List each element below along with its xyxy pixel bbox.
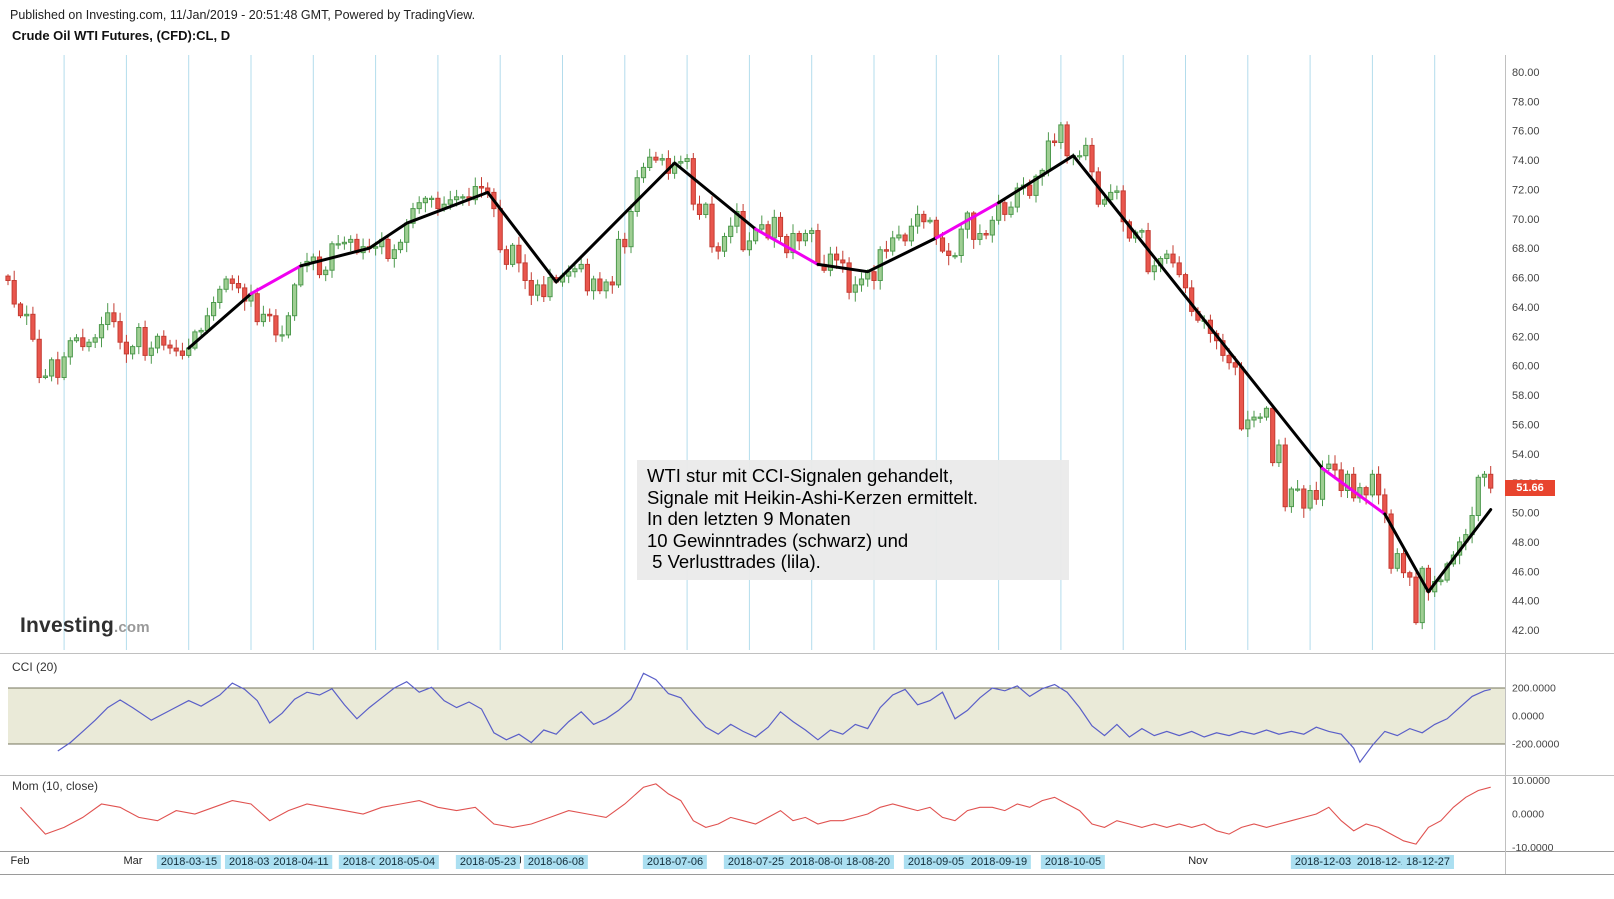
time-label-highlighted: 2018-05-04	[374, 855, 440, 869]
chart-title: Crude Oil WTI Futures, (CFD):CL, D	[12, 28, 231, 43]
svg-text:42.00: 42.00	[1512, 625, 1540, 637]
last-price-badge: 51.66	[1505, 480, 1555, 496]
svg-text:0.0000: 0.0000	[1512, 711, 1544, 723]
time-label-highlighted: 2018-09-19	[966, 855, 1032, 869]
time-label: Nov	[1188, 855, 1208, 867]
svg-text:56.00: 56.00	[1512, 419, 1540, 431]
time-label-highlighted: 18-08-20	[841, 855, 895, 869]
svg-text:-10.0000: -10.0000	[1512, 842, 1554, 854]
cci-line	[57, 672, 1491, 764]
annotation-line: Signale mit Heikin-Ashi-Kerzen ermittelt…	[647, 486, 979, 508]
trade-trendlines	[187, 154, 1493, 594]
time-label-highlighted: 2018-03-15	[156, 855, 222, 869]
svg-text:10.0000: 10.0000	[1512, 775, 1550, 787]
annotation-line: 10 Gewinntrades (schwarz) und	[647, 529, 909, 551]
published-line: Published on Investing.com, 11/Jan/2019 …	[10, 8, 476, 22]
time-label-highlighted: 2018-07-06	[642, 855, 708, 869]
svg-text:68.00: 68.00	[1512, 243, 1540, 255]
time-label-highlighted: 2018-09-05	[903, 855, 969, 869]
svg-text:62.00: 62.00	[1512, 331, 1540, 343]
svg-text:0.0000: 0.0000	[1512, 809, 1544, 821]
svg-text:-200.0000: -200.0000	[1512, 739, 1559, 751]
annotation-line: WTI stur mit CCI-Signalen gehandelt,	[647, 465, 954, 486]
svg-text:64.00: 64.00	[1512, 302, 1540, 314]
annotation-line: 5 Verlusttrades (lila).	[647, 551, 821, 572]
svg-text:76.00: 76.00	[1512, 126, 1540, 138]
time-label-highlighted: 2018-04-11	[269, 855, 333, 869]
time-label-highlighted: 2018-03-	[224, 855, 278, 869]
svg-text:60.00: 60.00	[1512, 361, 1540, 373]
candlestick-layer	[5, 121, 1494, 630]
svg-text:54.00: 54.00	[1512, 449, 1540, 461]
svg-text:48.00: 48.00	[1512, 537, 1540, 549]
momentum-panel: 10.0000 0.0000 -10.0000	[20, 775, 1554, 854]
time-label: Feb	[10, 855, 30, 867]
time-label-highlighted: 2018-05-23	[455, 855, 521, 869]
svg-text:66.00: 66.00	[1512, 273, 1540, 285]
svg-text:74.00: 74.00	[1512, 155, 1540, 167]
time-axis: FebMarJNov2018-03-152018-03-2018-04-1120…	[0, 855, 1614, 877]
mom-panel-label: Mom (10, close)	[12, 779, 99, 793]
panel-separators	[0, 55, 1614, 875]
svg-text:50.00: 50.00	[1512, 508, 1540, 520]
price-axis-labels: 80.00 78.00 76.00 74.00 72.00 70.00 68.00 66.00…	[1512, 67, 1540, 637]
svg-text:78.00: 78.00	[1512, 96, 1540, 108]
time-label-highlighted: 2018-07-25	[723, 855, 789, 869]
momentum-line	[20, 783, 1491, 845]
time-label-highlighted: 2018-10-05	[1040, 855, 1106, 869]
time-label: Mar	[123, 855, 143, 867]
time-label-highlighted: 2018-06-08	[523, 855, 589, 869]
annotation-line: In den letzten 9 Monaten	[647, 508, 851, 529]
svg-text:58.00: 58.00	[1512, 390, 1540, 402]
cci-axis-labels: 200.0000 0.0000 -200.0000	[1512, 683, 1559, 751]
momentum-axis-labels: 10.0000 0.0000 -10.0000	[1512, 775, 1554, 854]
svg-text:46.00: 46.00	[1512, 566, 1540, 578]
time-label-highlighted: 2018-12-17	[1352, 855, 1418, 869]
svg-text:44.00: 44.00	[1512, 596, 1540, 608]
logo-text: Investing	[20, 614, 114, 637]
cci-panel: 200.0000 0.0000 -200.0000	[8, 672, 1559, 764]
svg-text:72.00: 72.00	[1512, 185, 1540, 197]
annotation-box: WTI stur mit CCI-Signalen gehandelt, Sig…	[637, 460, 1069, 580]
svg-text:70.00: 70.00	[1512, 214, 1540, 226]
svg-text:200.0000: 200.0000	[1512, 683, 1556, 695]
time-label-highlighted: 2018-12-03	[1290, 855, 1356, 869]
investing-logo: Investing.com	[20, 614, 150, 638]
time-label-highlighted: 18-12-27	[1401, 855, 1455, 869]
logo-suffix: .com	[113, 619, 150, 636]
cci-panel-label: CCI (20)	[12, 660, 58, 674]
time-label-highlighted: 2018-08-08	[785, 855, 851, 869]
svg-text:80.00: 80.00	[1512, 67, 1540, 79]
